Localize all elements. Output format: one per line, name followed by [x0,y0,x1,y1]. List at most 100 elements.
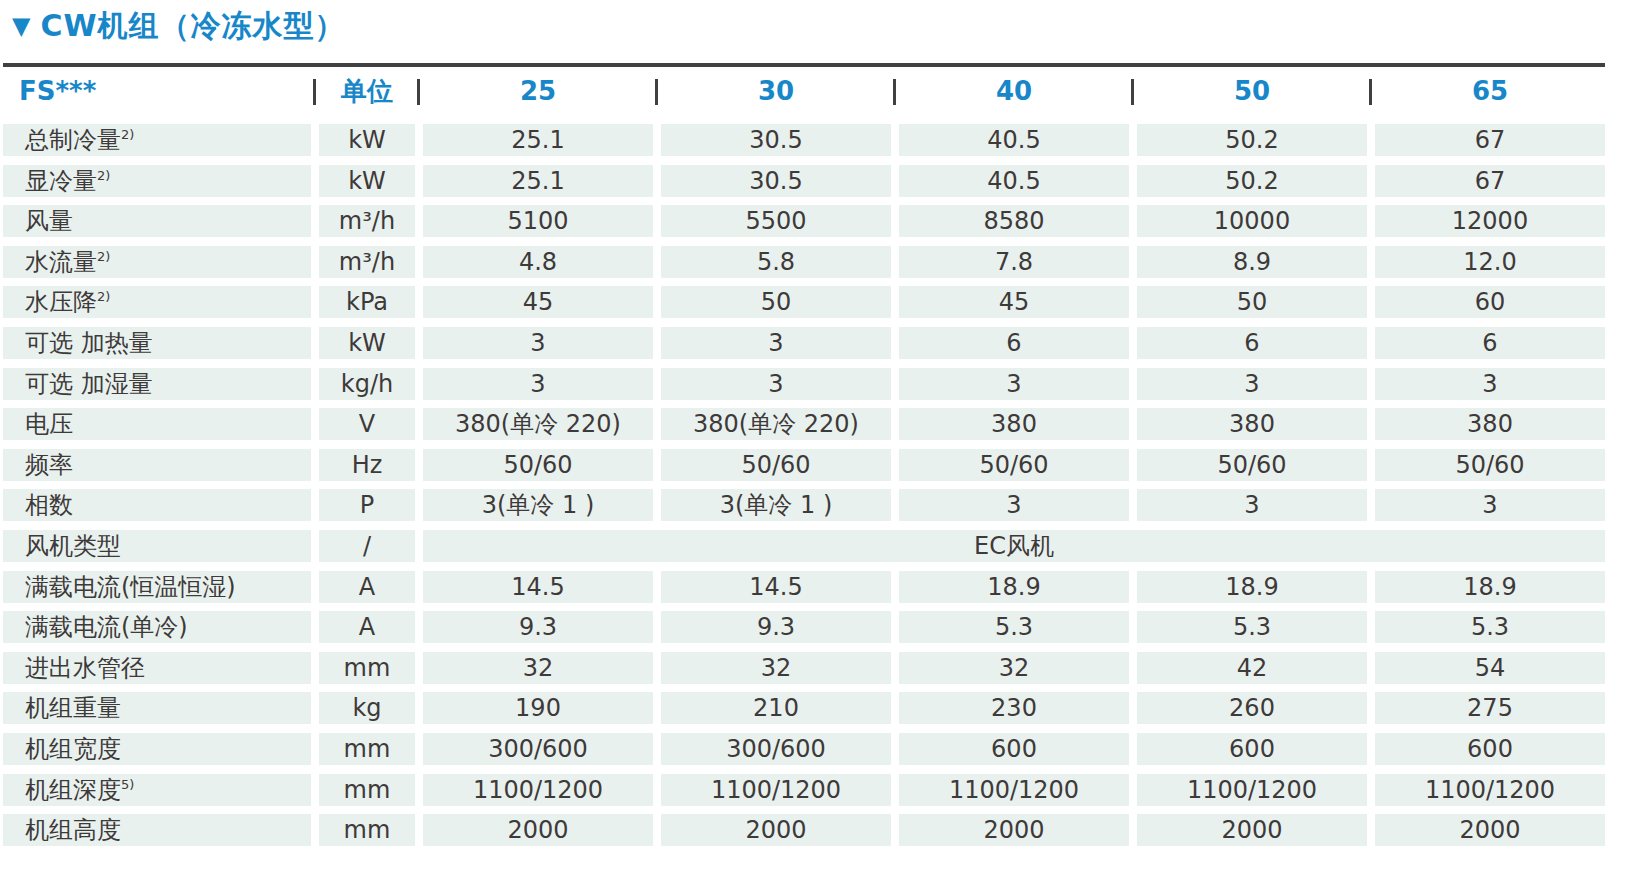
row-values: 1100/12001100/12001100/12001100/12001100… [423,774,1605,806]
value-cell: 10000 [1137,205,1367,237]
value-cell: 300/600 [423,733,653,765]
value-cell: 7.8 [899,246,1129,278]
spec-table-body: 总制冷量2) kW 25.130.540.550.267 显冷量2) kW 25… [3,124,1605,855]
value-cell: 6 [899,327,1129,359]
header-unit-label: 单位 [315,70,419,112]
row-label: 进出水管径 [3,652,311,684]
value-cell: 54 [1375,652,1605,684]
table-row: 机组宽度 mm 300/600300/600600600600 [3,733,1605,765]
value-cell: 260 [1137,692,1367,724]
value-cell: 40.5 [899,165,1129,197]
row-values: 20002000200020002000 [423,814,1605,846]
value-cell: 67 [1375,124,1605,156]
value-cell: 380 [1137,408,1367,440]
value-cell: 50/60 [1375,449,1605,481]
table-row: 进出水管径 mm 3232324254 [3,652,1605,684]
value-cell: 12000 [1375,205,1605,237]
row-values: 380(单冷 220)380(单冷 220)380380380 [423,408,1605,440]
value-cell: 3 [423,327,653,359]
value-cell: 3 [899,489,1129,521]
row-values: 300/600300/600600600600 [423,733,1605,765]
value-cell: 50/60 [1137,449,1367,481]
table-row: 机组高度 mm 20002000200020002000 [3,814,1605,846]
row-values: 5100550085801000012000 [423,205,1605,237]
row-label: 总制冷量2) [3,124,311,156]
row-label: 水流量2) [3,246,311,278]
row-values: 14.514.518.918.918.9 [423,571,1605,603]
row-label: 可选 加湿量 [3,368,311,400]
row-unit: kW [319,165,415,197]
value-cell: 8580 [899,205,1129,237]
value-cell: 3 [1375,368,1605,400]
row-label-text: 可选 加热量 [25,329,153,357]
row-unit: m³/h [319,246,415,278]
row-unit: mm [319,733,415,765]
row-label-superscript: 5) [121,777,134,792]
value-cell: 1100/1200 [1375,774,1605,806]
value-cell: 50/60 [661,449,891,481]
row-label-text: 相数 [25,491,73,519]
value-cell: 30.5 [661,165,891,197]
row-label-superscript: 2) [121,127,134,142]
row-unit: m³/h [319,205,415,237]
row-label-superscript: 2) [97,249,110,264]
row-label-text: 满载电流(单冷) [25,613,188,641]
row-values: 9.39.35.35.35.3 [423,611,1605,643]
row-label-superscript: 2) [97,168,110,183]
value-cell: 2000 [661,814,891,846]
value-cell: 300/600 [661,733,891,765]
value-cell: 1100/1200 [661,774,891,806]
value-cell: 5.3 [899,611,1129,643]
value-cell: 210 [661,692,891,724]
row-label: 电压 [3,408,311,440]
row-label: 可选 加热量 [3,327,311,359]
value-cell: 18.9 [1375,571,1605,603]
value-cell: 40.5 [899,124,1129,156]
row-unit: Hz [319,449,415,481]
value-cell: 2000 [423,814,653,846]
row-values: 33333 [423,368,1605,400]
value-cell: 30.5 [661,124,891,156]
value-cell: 60 [1375,286,1605,318]
table-row: 水压降2) kPa 4550455060 [3,286,1605,318]
row-unit: A [319,571,415,603]
row-label-text: 电压 [25,410,73,438]
row-unit: P [319,489,415,521]
value-cell: 50 [661,286,891,318]
row-label: 相数 [3,489,311,521]
value-cell: 18.9 [1137,571,1367,603]
value-cell: 3(单冷 1 ) [661,489,891,521]
value-cell: 190 [423,692,653,724]
table-row: 总制冷量2) kW 25.130.540.550.267 [3,124,1605,156]
value-cell: 3 [661,327,891,359]
value-cell: 50/60 [423,449,653,481]
row-label-text: 总制冷量 [25,126,121,154]
header-model-50: 50 [1137,70,1367,112]
value-cell: 32 [899,652,1129,684]
value-cell: 3 [661,368,891,400]
value-cell: 600 [899,733,1129,765]
header-model-65: 65 [1375,70,1605,112]
row-unit: kPa [319,286,415,318]
row-label-text: 机组高度 [25,816,121,844]
value-cell: 3 [899,368,1129,400]
table-row: 可选 加热量 kW 33666 [3,327,1605,359]
value-cell: 380 [899,408,1129,440]
row-label-text: 水压降 [25,288,97,316]
value-cell: 1100/1200 [1137,774,1367,806]
value-cell: 42 [1137,652,1367,684]
value-cell: 67 [1375,165,1605,197]
value-cell: 14.5 [423,571,653,603]
row-label: 风量 [3,205,311,237]
table-row: 满载电流(恒温恒湿) A 14.514.518.918.918.9 [3,571,1605,603]
value-cell: 5.3 [1375,611,1605,643]
row-unit: A [319,611,415,643]
row-label: 满载电流(恒温恒湿) [3,571,311,603]
value-cell: 50/60 [899,449,1129,481]
row-unit: mm [319,652,415,684]
section-title: ▼ CW机组（冷冻水型） [12,6,346,46]
value-cell: 9.3 [423,611,653,643]
header-model-40: 40 [899,70,1129,112]
value-cell: 9.3 [661,611,891,643]
row-label-superscript: 2) [97,289,110,304]
